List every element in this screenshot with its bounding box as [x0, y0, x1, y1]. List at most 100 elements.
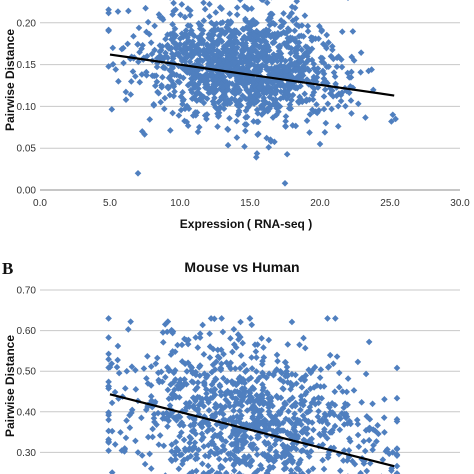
data-point — [171, 88, 178, 95]
data-point — [285, 83, 292, 91]
data-point — [134, 449, 142, 456]
data-point — [244, 5, 252, 13]
data-point — [393, 394, 401, 402]
data-point — [334, 102, 342, 110]
data-point — [182, 400, 190, 407]
data-point — [259, 372, 267, 379]
data-point — [313, 382, 321, 389]
data-point — [361, 447, 369, 455]
data-point — [166, 367, 174, 374]
data-point — [290, 414, 298, 422]
data-point — [194, 344, 202, 351]
data-point — [282, 122, 289, 130]
data-point — [236, 415, 244, 422]
data-point — [152, 360, 160, 367]
data-point — [324, 315, 331, 322]
data-point — [144, 18, 152, 26]
data-point — [142, 4, 149, 12]
data-point — [250, 40, 258, 47]
data-point — [123, 417, 130, 424]
data-point — [196, 334, 204, 341]
data-point — [294, 53, 302, 61]
data-point — [242, 15, 249, 23]
data-point — [310, 88, 318, 96]
data-point — [248, 48, 255, 56]
data-point — [189, 38, 197, 45]
data-point — [181, 44, 189, 52]
data-point — [246, 315, 254, 322]
data-point — [297, 96, 305, 103]
data-point — [255, 374, 263, 382]
data-point — [201, 370, 208, 378]
data-point — [329, 46, 336, 54]
data-point — [392, 115, 399, 123]
data-point — [192, 334, 200, 341]
data-point — [260, 344, 267, 351]
data-point — [217, 434, 224, 441]
data-point — [170, 92, 178, 100]
data-point — [254, 110, 262, 117]
data-point — [337, 415, 344, 422]
data-point — [212, 52, 220, 60]
data-point — [125, 7, 132, 15]
data-point — [287, 385, 294, 393]
data-point — [217, 448, 225, 455]
data-point — [242, 42, 249, 50]
data-point — [260, 0, 266, 3]
data-point — [342, 414, 350, 422]
data-point — [369, 446, 376, 454]
data-point — [205, 399, 212, 406]
data-point — [286, 455, 294, 463]
data-point — [143, 71, 150, 79]
data-point — [211, 391, 219, 399]
data-point — [267, 33, 275, 41]
data-point — [181, 117, 188, 125]
data-point — [239, 432, 247, 440]
data-point — [154, 369, 162, 377]
data-point — [109, 44, 117, 52]
data-point — [195, 363, 203, 371]
data-point — [289, 122, 296, 129]
data-point — [248, 44, 256, 52]
data-point — [292, 15, 300, 22]
data-point — [138, 414, 145, 422]
data-point — [147, 363, 155, 370]
data-point — [247, 374, 255, 382]
data-point — [254, 118, 262, 126]
data-point — [126, 55, 134, 63]
data-point — [252, 57, 260, 64]
data-point — [242, 127, 249, 135]
data-point — [198, 436, 206, 444]
data-point — [357, 469, 364, 474]
data-point — [288, 318, 296, 326]
data-point — [290, 425, 297, 433]
data-point — [243, 86, 251, 94]
data-point — [213, 72, 221, 79]
data-point — [234, 83, 241, 91]
data-point — [230, 402, 238, 410]
data-point — [277, 394, 285, 402]
data-point — [128, 406, 136, 414]
data-point — [196, 372, 204, 379]
data-point — [379, 456, 387, 463]
data-point — [365, 426, 373, 434]
data-point — [253, 150, 261, 157]
data-point — [132, 386, 140, 393]
data-point — [260, 90, 268, 97]
data-point — [240, 453, 248, 460]
data-point — [244, 398, 251, 406]
data-point — [337, 467, 344, 474]
data-point — [205, 89, 213, 97]
data-point — [211, 88, 219, 96]
data-point — [347, 420, 354, 428]
data-point — [203, 95, 211, 102]
data-point — [368, 66, 375, 73]
data-point — [261, 426, 268, 434]
data-point — [276, 42, 284, 50]
data-point — [218, 315, 225, 322]
data-point — [105, 383, 112, 390]
data-point — [284, 430, 292, 438]
data-point — [272, 436, 280, 444]
data-point — [339, 388, 346, 395]
data-point — [259, 357, 266, 365]
